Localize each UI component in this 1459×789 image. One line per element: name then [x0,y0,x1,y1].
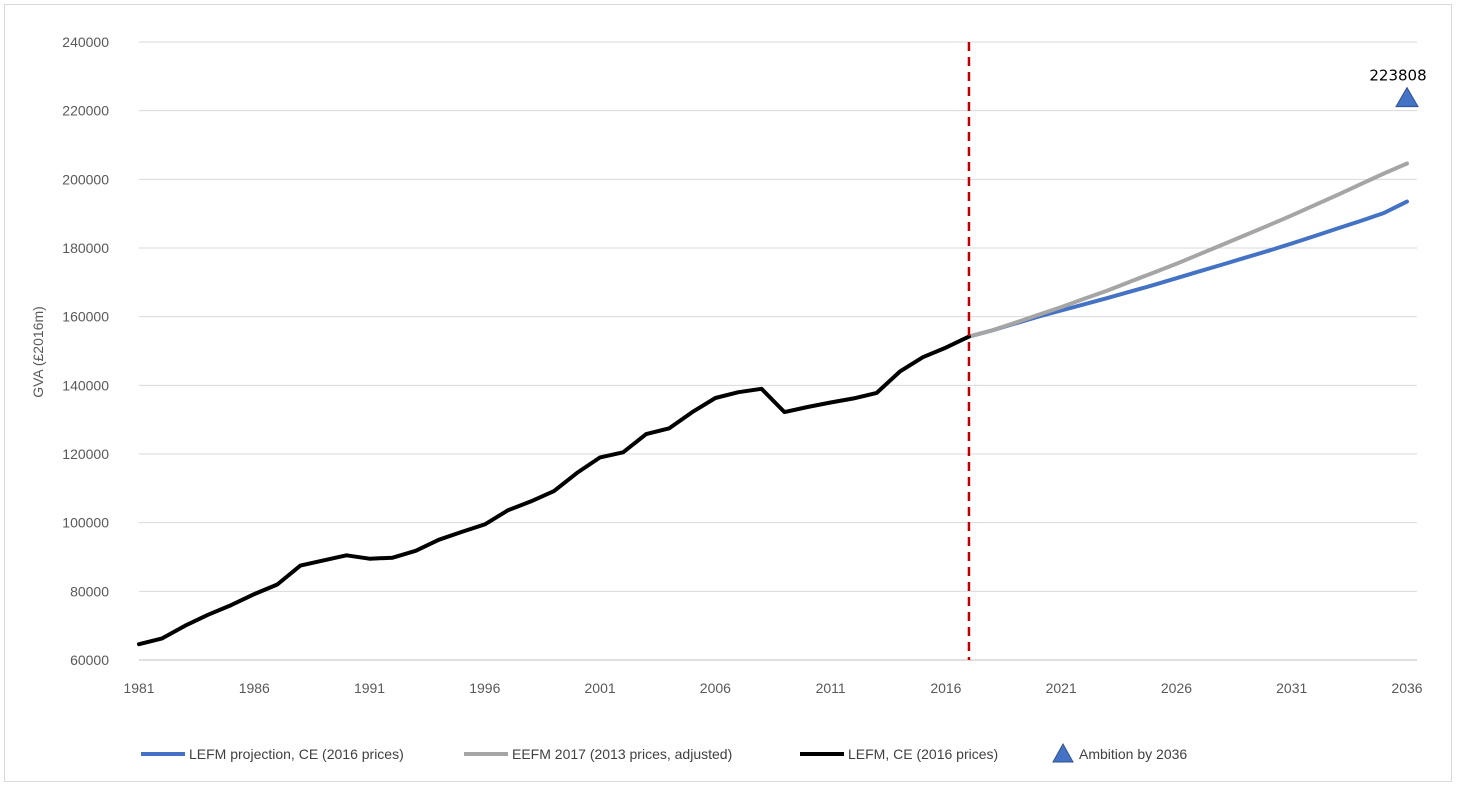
y-axis-label: GVA (£2016m) [30,306,46,398]
x-tick-label: 2036 [1391,680,1422,696]
x-tick-label: 1986 [239,680,270,696]
y-tick-label: 180000 [62,240,109,256]
marker-triangle [1395,86,1419,108]
x-tick-label: 2001 [585,680,616,696]
annotation-markers: 223808 [1369,67,1427,108]
x-tick-label: 2031 [1276,680,1307,696]
x-tick-label: 1981 [123,680,154,696]
legend-label-2: LEFM, CE (2016 prices) [848,746,998,762]
x-tick-label: 2016 [930,680,961,696]
x-axis-ticks: 1981 1986 1991 1996 2001 2006 2011 2016 2021 2026… [123,680,1422,696]
x-tick-label: 1991 [354,680,385,696]
y-tick-label: 120000 [62,446,109,462]
legend-label-3: Ambition by 2036 [1079,746,1187,762]
x-tick-label: 2006 [700,680,731,696]
y-tick-label: 140000 [62,377,109,393]
series-lines [137,161,1409,647]
y-tick-label: 160000 [62,309,109,325]
legend-label-0: LEFM projection, CE (2016 prices) [189,746,404,762]
y-tick-label: 240000 [62,34,109,50]
legend-label-1: EEFM 2017 (2013 prices, adjusted) [512,746,732,762]
y-tick-label: 220000 [62,103,109,119]
y-tick-label: 100000 [62,515,109,531]
y-tick-label: 200000 [62,171,109,187]
x-tick-label: 2026 [1161,680,1192,696]
legend: LEFM projection, CE (2016 prices) EEFM 20… [141,742,1187,763]
x-tick-label: 1996 [469,680,500,696]
series-line-2 [137,334,971,647]
y-tick-label: 80000 [70,583,109,599]
x-tick-label: 2011 [816,680,846,696]
series-line-1 [967,161,1409,339]
x-tick-label: 2021 [1046,680,1077,696]
marker-data-label: 223808 [1369,67,1426,85]
gridlines [139,41,1417,661]
legend-swatch-3 [1052,742,1074,763]
y-tick-label: 60000 [70,652,109,668]
y-axis-ticks: 60000 80000 100000 120000 140000 160000 180000… [62,34,109,668]
